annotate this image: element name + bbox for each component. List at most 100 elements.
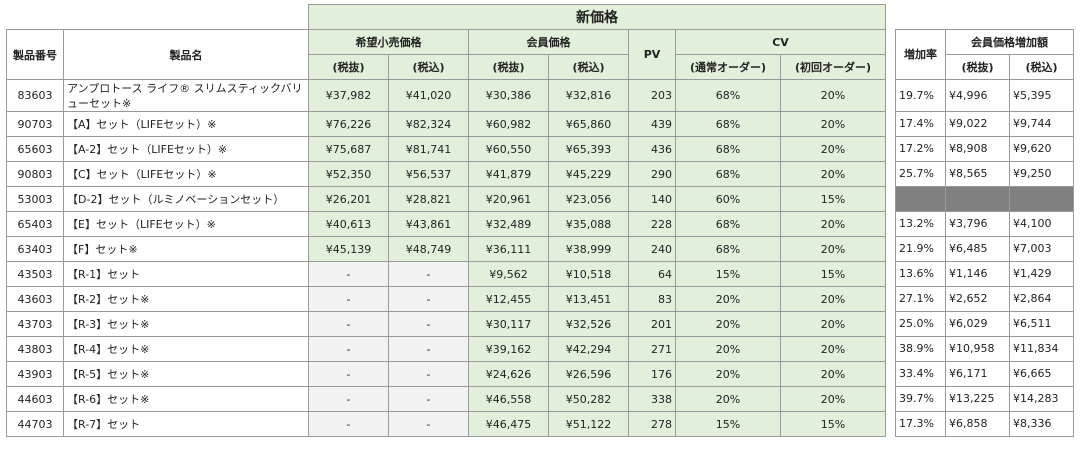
pv-cell: 83 xyxy=(628,286,676,312)
increase-rate-cell: 39.7% xyxy=(895,385,946,412)
increase-table: 増加率 会員価格増加額 (税抜) (税込) 19.7% ¥4,996 ¥5,395 1… xyxy=(895,4,1074,437)
table-row: 65603 【A-2】セット（LIFEセット）※ ¥75,687 ¥81,741 ¥60… xyxy=(6,136,886,162)
increase-rate-header: 増加率 xyxy=(895,28,946,80)
increase-rate-cell: 38.9% xyxy=(895,335,946,362)
retail-tax-incl-cell: - xyxy=(388,386,469,412)
retail-tax-excl-cell: ¥76,226 xyxy=(308,111,389,137)
pv-cell: 228 xyxy=(628,211,676,237)
product-name-cell: 【R-4】セット※ xyxy=(63,336,309,362)
table-row: 43503 【R-1】セット - - ¥9,562 ¥10,518 64 15% 15% xyxy=(6,261,886,287)
cv-header: CV xyxy=(675,29,886,55)
table-row: 44603 【R-6】セット※ - - ¥46,558 ¥50,282 338 20% 20% xyxy=(6,386,886,412)
cv-first-cell: 20% xyxy=(780,336,886,362)
increase-tax-incl-cell: ¥14,283 xyxy=(1009,385,1074,412)
increase-rate-cell: 13.6% xyxy=(895,260,946,287)
product-no-cell: 90703 xyxy=(6,111,64,137)
cv-normal-cell: 60% xyxy=(675,186,781,212)
table-row: 90803 【C】セット（LIFEセット）※ ¥52,350 ¥56,537 ¥41,8… xyxy=(6,161,886,187)
product-no-cell: 53003 xyxy=(6,186,64,212)
member-increase-header: 会員価格増加額 xyxy=(945,28,1074,55)
member-tax-excl-cell: ¥30,386 xyxy=(468,79,549,112)
member-tax-incl-cell: ¥32,816 xyxy=(548,79,629,112)
cv-first-cell: 20% xyxy=(780,211,886,237)
retail-tax-incl-cell: ¥41,020 xyxy=(388,79,469,112)
table-row: 33.4% ¥6,171 ¥6,665 xyxy=(895,360,1074,387)
table-row: 17.4% ¥9,022 ¥9,744 xyxy=(895,110,1074,137)
retail-tax-excl-header: (税抜) xyxy=(308,54,389,80)
increase-tax-excl-cell xyxy=(945,185,1010,212)
increase-tax-excl-cell: ¥10,958 xyxy=(945,335,1010,362)
table-row: 17.2% ¥8,908 ¥9,620 xyxy=(895,135,1074,162)
product-name-cell: 【R-5】セット※ xyxy=(63,361,309,387)
product-name-header: 製品名 xyxy=(63,29,309,80)
member-tax-excl-cell: ¥41,879 xyxy=(468,161,549,187)
product-no-cell: 43603 xyxy=(6,286,64,312)
member-tax-incl-cell: ¥38,999 xyxy=(548,236,629,262)
cv-normal-cell: 20% xyxy=(675,361,781,387)
cv-normal-cell: 68% xyxy=(675,136,781,162)
increase-rate-cell: 25.7% xyxy=(895,160,946,187)
member-tax-excl-cell: ¥9,562 xyxy=(468,261,549,287)
increase-tax-excl-cell: ¥6,029 xyxy=(945,310,1010,337)
member-tax-incl-cell: ¥10,518 xyxy=(548,261,629,287)
increase-rate-cell: 25.0% xyxy=(895,310,946,337)
product-name-cell: 【R-1】セット xyxy=(63,261,309,287)
cv-normal-cell: 20% xyxy=(675,286,781,312)
member-tax-incl-cell: ¥23,056 xyxy=(548,186,629,212)
retail-tax-incl-cell: - xyxy=(388,286,469,312)
product-no-cell: 63403 xyxy=(6,236,64,262)
retail-tax-excl-cell: - xyxy=(308,286,389,312)
product-no-cell: 43703 xyxy=(6,311,64,337)
retail-tax-incl-cell: ¥81,741 xyxy=(388,136,469,162)
table-row: 53003 【D-2】セット（ルミノベーションセット） ¥26,201 ¥28,821… xyxy=(6,186,886,212)
product-no-cell: 43803 xyxy=(6,336,64,362)
increase-tax-excl-cell: ¥6,858 xyxy=(945,410,1010,437)
blank-cell xyxy=(64,5,309,30)
retail-tax-excl-cell: ¥45,139 xyxy=(308,236,389,262)
product-name-cell: 【R-6】セット※ xyxy=(63,386,309,412)
cv-first-cell: 20% xyxy=(780,111,886,137)
member-tax-excl-cell: ¥36,111 xyxy=(468,236,549,262)
retail-tax-incl-cell: ¥43,861 xyxy=(388,211,469,237)
retail-tax-excl-cell: - xyxy=(308,361,389,387)
retail-tax-excl-cell: ¥37,982 xyxy=(308,79,389,112)
increase-rate-cell: 17.3% xyxy=(895,410,946,437)
table-row: 27.1% ¥2,652 ¥2,864 xyxy=(895,285,1074,312)
pv-cell: 439 xyxy=(628,111,676,137)
product-no-cell: 90803 xyxy=(6,161,64,187)
table-row: 63403 【F】セット※ ¥45,139 ¥48,749 ¥36,111 ¥38,999… xyxy=(6,236,886,262)
table-row: 43803 【R-4】セット※ - - ¥39,162 ¥42,294 271 20% 20% xyxy=(6,336,886,362)
member-tax-excl-cell: ¥46,475 xyxy=(468,411,549,437)
increase-rate-cell: 17.2% xyxy=(895,135,946,162)
increase-rate-cell: 13.2% xyxy=(895,210,946,237)
member-tax-excl-cell: ¥20,961 xyxy=(468,186,549,212)
cv-first-header: (初回オーダー) xyxy=(780,54,886,80)
increase-tax-incl-cell: ¥6,511 xyxy=(1009,310,1074,337)
table-row: 21.9% ¥6,485 ¥7,003 xyxy=(895,235,1074,262)
price-table: 新価格 製品番号 製品名 希望小売価格 会員価格 PV CV (税抜) (税込)… xyxy=(6,4,886,437)
pv-cell: 338 xyxy=(628,386,676,412)
increase-tax-excl-cell: ¥9,022 xyxy=(945,110,1010,137)
increase-tax-incl-cell: ¥9,744 xyxy=(1009,110,1074,137)
cv-first-cell: 15% xyxy=(780,186,886,212)
increase-tax-excl-cell: ¥8,565 xyxy=(945,160,1010,187)
retail-tax-excl-cell: - xyxy=(308,336,389,362)
pv-cell: 203 xyxy=(628,79,676,112)
table-row: 90703 【A】セット（LIFEセット）※ ¥76,226 ¥82,324 ¥60,9… xyxy=(6,111,886,137)
member-tax-excl-cell: ¥30,117 xyxy=(468,311,549,337)
increase-table-body: 19.7% ¥4,996 ¥5,395 17.4% ¥9,022 ¥9,744 17.2% ¥… xyxy=(895,78,1074,437)
member-tax-excl-header: (税抜) xyxy=(468,54,549,80)
product-name-cell: 【F】セット※ xyxy=(63,236,309,262)
member-tax-incl-cell: ¥50,282 xyxy=(548,386,629,412)
table-row: 25.0% ¥6,029 ¥6,511 xyxy=(895,310,1074,337)
cv-normal-cell: 68% xyxy=(675,79,781,112)
table-row: 13.6% ¥1,146 ¥1,429 xyxy=(895,260,1074,287)
retail-tax-excl-cell: - xyxy=(308,261,389,287)
increase-rate-cell: 33.4% xyxy=(895,360,946,387)
retail-tax-incl-cell: ¥82,324 xyxy=(388,111,469,137)
member-tax-excl-cell: ¥12,455 xyxy=(468,286,549,312)
product-name-cell: 【E】セット（LIFEセット）※ xyxy=(63,211,309,237)
increase-tax-incl-cell: ¥5,395 xyxy=(1009,78,1074,112)
cv-first-cell: 20% xyxy=(780,161,886,187)
product-no-cell: 44603 xyxy=(6,386,64,412)
